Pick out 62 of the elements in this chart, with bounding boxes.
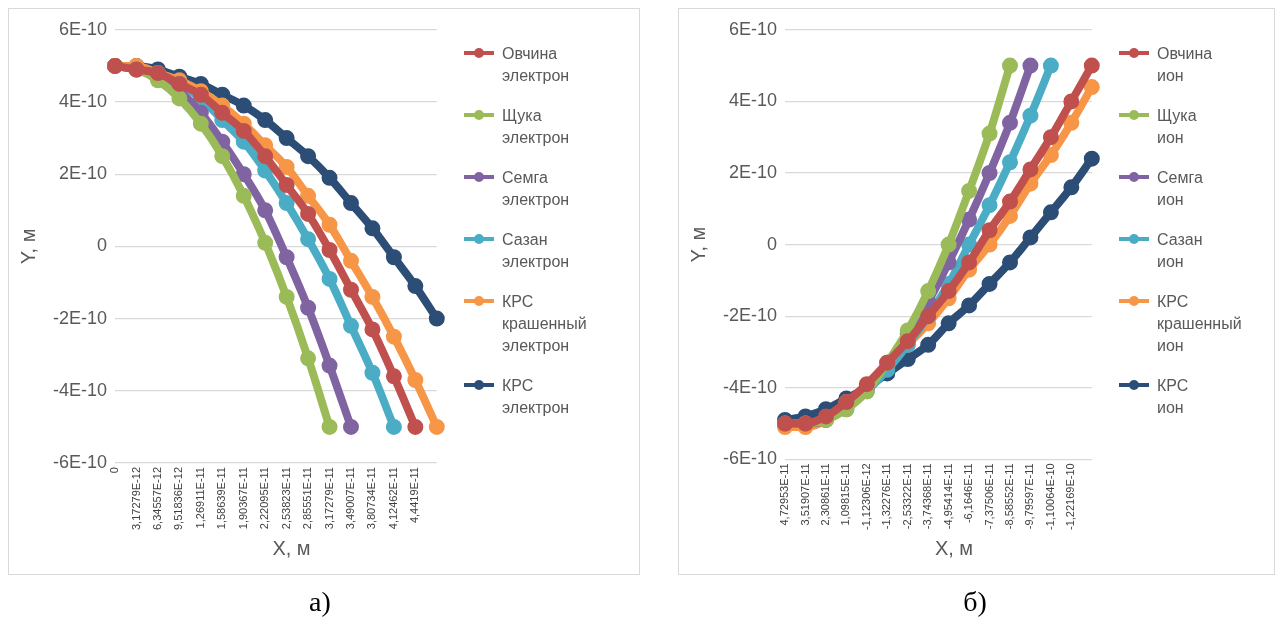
x-axis-title: X, м xyxy=(271,537,312,560)
legend-label: Семга ион xyxy=(1157,168,1204,210)
x-tick-label: 4,12462E-11 xyxy=(386,467,399,530)
y-tick-label: 6E-10 xyxy=(58,18,108,39)
legend-label: КРС электрон xyxy=(502,376,571,418)
legend-label: Щука ион xyxy=(1157,106,1198,148)
x-tick-label: 4,72953E-11 xyxy=(778,463,791,526)
y-tick-label: -6E-10 xyxy=(53,451,108,472)
x-tick-label: -1,12306E-12 xyxy=(859,463,872,531)
x-tick-label: -4,95414E-11 xyxy=(941,463,954,530)
x-tick-label: 9,51836E-12 xyxy=(172,467,185,530)
x-tick-label: 3,51907E-11 xyxy=(798,463,811,526)
x-tick-label: 2,22095E-11 xyxy=(258,467,271,530)
y-axis-title: Y, м xyxy=(686,226,709,263)
y-tick-label: -4E-10 xyxy=(53,379,108,400)
x-tick-label: 1,58639E-11 xyxy=(215,467,228,530)
y-tick-label: 2E-10 xyxy=(58,163,108,184)
x-tick-label: -3,74368E-11 xyxy=(921,463,934,530)
x-tick-label: -1,32276E-11 xyxy=(880,463,893,530)
x-tick-label: 1,09815E-11 xyxy=(839,463,852,526)
legend-label: КРС крашенный электрон xyxy=(502,292,588,356)
legend-label: Сазан ион xyxy=(1157,230,1204,272)
x-tick-label: 4,4419E-11 xyxy=(408,467,421,524)
legend-label: КРС крашенный ион xyxy=(1157,292,1243,356)
y-tick-label: -4E-10 xyxy=(723,376,778,397)
x-tick-label: 6,34557E-12 xyxy=(150,467,163,530)
x-tick-label: -6,1646E-11 xyxy=(962,463,975,524)
x-tick-label: 3,17279E-11 xyxy=(322,467,335,530)
x-tick-label: 3,17279E-12 xyxy=(129,467,142,530)
text: б) xyxy=(962,586,988,618)
legend-label: Овчина ион xyxy=(1157,44,1214,86)
legend-label: Щука электрон xyxy=(502,106,571,148)
y-tick-label: 0 xyxy=(767,233,778,254)
y-tick-label: -2E-10 xyxy=(53,307,108,328)
x-tick-label: -1,10064E-10 xyxy=(1043,463,1056,531)
x-tick-label: -8,58552E-11 xyxy=(1003,463,1016,530)
x-tick-label: -9,79597E-11 xyxy=(1023,463,1036,530)
text: а) xyxy=(308,586,332,618)
x-tick-label: -1,22169E-10 xyxy=(1064,463,1077,531)
x-tick-label: 3,80734E-11 xyxy=(365,467,378,530)
y-tick-label: -2E-10 xyxy=(723,305,778,326)
y-tick-label: 2E-10 xyxy=(728,161,778,182)
x-tick-label: 3,49007E-11 xyxy=(344,467,357,530)
x-tick-label: 0 xyxy=(108,467,121,474)
legend-label: Сазан электрон xyxy=(502,230,571,272)
y-axis-title: Y, м xyxy=(16,228,39,265)
x-tick-label: -2,53322E-11 xyxy=(900,463,913,530)
y-tick-label: 4E-10 xyxy=(58,90,108,111)
legend-label: Овчина электрон xyxy=(502,44,571,86)
legend-label: КРС ион xyxy=(1157,376,1190,418)
x-tick-label: -7,37506E-11 xyxy=(982,463,995,530)
x-tick-label: 1,90367E-11 xyxy=(236,467,249,530)
y-tick-label: 0 xyxy=(97,235,108,256)
y-tick-label: -6E-10 xyxy=(723,448,778,469)
y-tick-label: 6E-10 xyxy=(728,18,778,39)
x-tick-label: 1,26911E-11 xyxy=(193,467,206,529)
x-tick-label: 2,30861E-11 xyxy=(818,463,831,526)
x-tick-label: 2,85551E-11 xyxy=(301,467,314,530)
y-tick-label: 4E-10 xyxy=(728,90,778,111)
legend-label: Семга электрон xyxy=(502,168,571,210)
x-tick-label: 2,53823E-11 xyxy=(279,467,292,530)
x-axis-title: X, м xyxy=(933,537,975,560)
